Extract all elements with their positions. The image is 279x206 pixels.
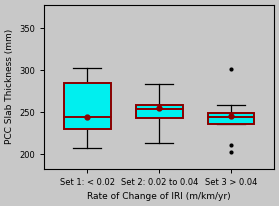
Bar	[136, 105, 182, 118]
Y-axis label: PCC Slab Thickness (mm): PCC Slab Thickness (mm)	[5, 29, 14, 144]
Bar	[208, 113, 254, 124]
Bar	[64, 83, 111, 129]
X-axis label: Rate of Change of IRI (m/km/yr): Rate of Change of IRI (m/km/yr)	[87, 192, 231, 201]
